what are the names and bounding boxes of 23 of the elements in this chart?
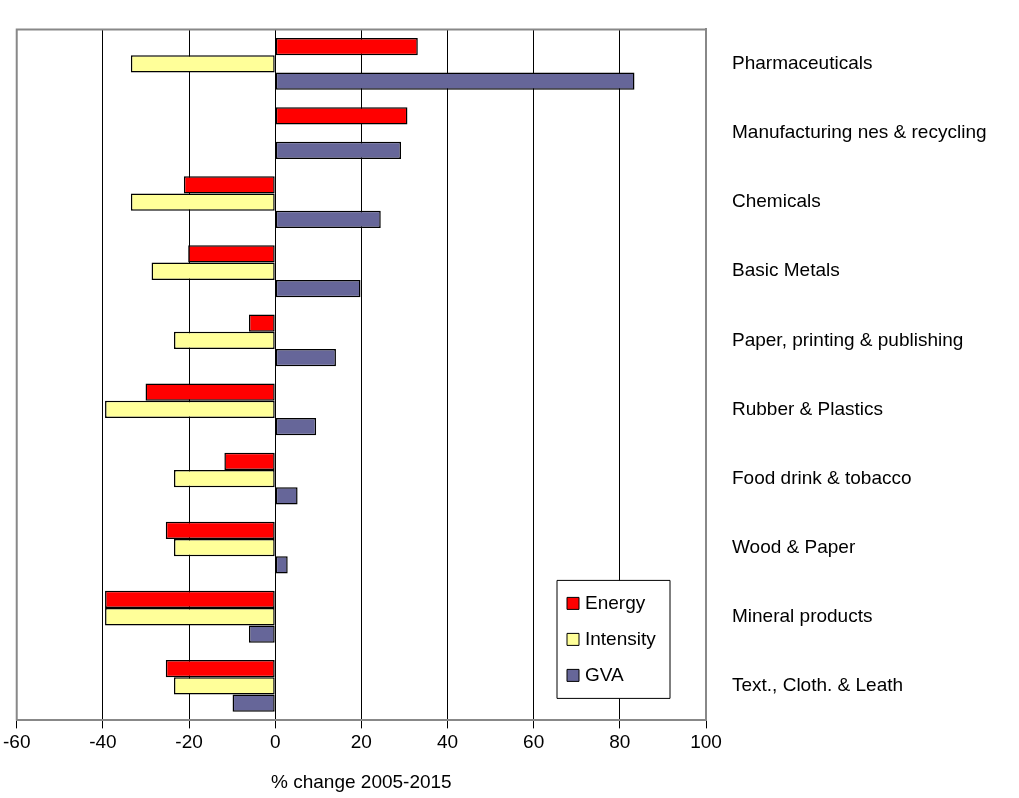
x-tick-label: 40	[436, 731, 459, 753]
y-tick-label: Wood & Paper	[732, 535, 856, 557]
y-tick-label: Manufacturing nes & recycling	[732, 121, 987, 143]
y-tick-label: Basic Metals	[732, 259, 840, 281]
x-tick-label: 80	[609, 731, 631, 753]
x-tick-label: -40	[89, 731, 117, 753]
legend-label: Intensity	[585, 627, 657, 649]
legend-label: Energy	[585, 591, 646, 613]
y-tick-label: Mineral products	[732, 604, 873, 626]
legend-label: GVA	[585, 663, 625, 685]
x-axis-title: % change 2005-2015	[271, 770, 452, 792]
y-tick-label: Paper, printing & publishing	[732, 328, 964, 350]
y-tick-label: Chemicals	[732, 190, 821, 212]
x-tick-label: 100	[690, 731, 722, 753]
x-tick-label: 20	[350, 731, 372, 753]
y-tick-label: Rubber & Plastics	[732, 397, 884, 419]
x-tick-label: -20	[175, 731, 203, 753]
x-tick-label: -60	[3, 731, 31, 753]
y-tick-label: Pharmaceuticals	[732, 52, 873, 74]
y-tick-label: Text., Cloth. & Leath	[732, 674, 904, 696]
x-tick-label: 0	[269, 731, 281, 753]
x-tick-label: 60	[523, 731, 545, 753]
y-tick-label: Food drink & tobacco	[732, 466, 912, 488]
